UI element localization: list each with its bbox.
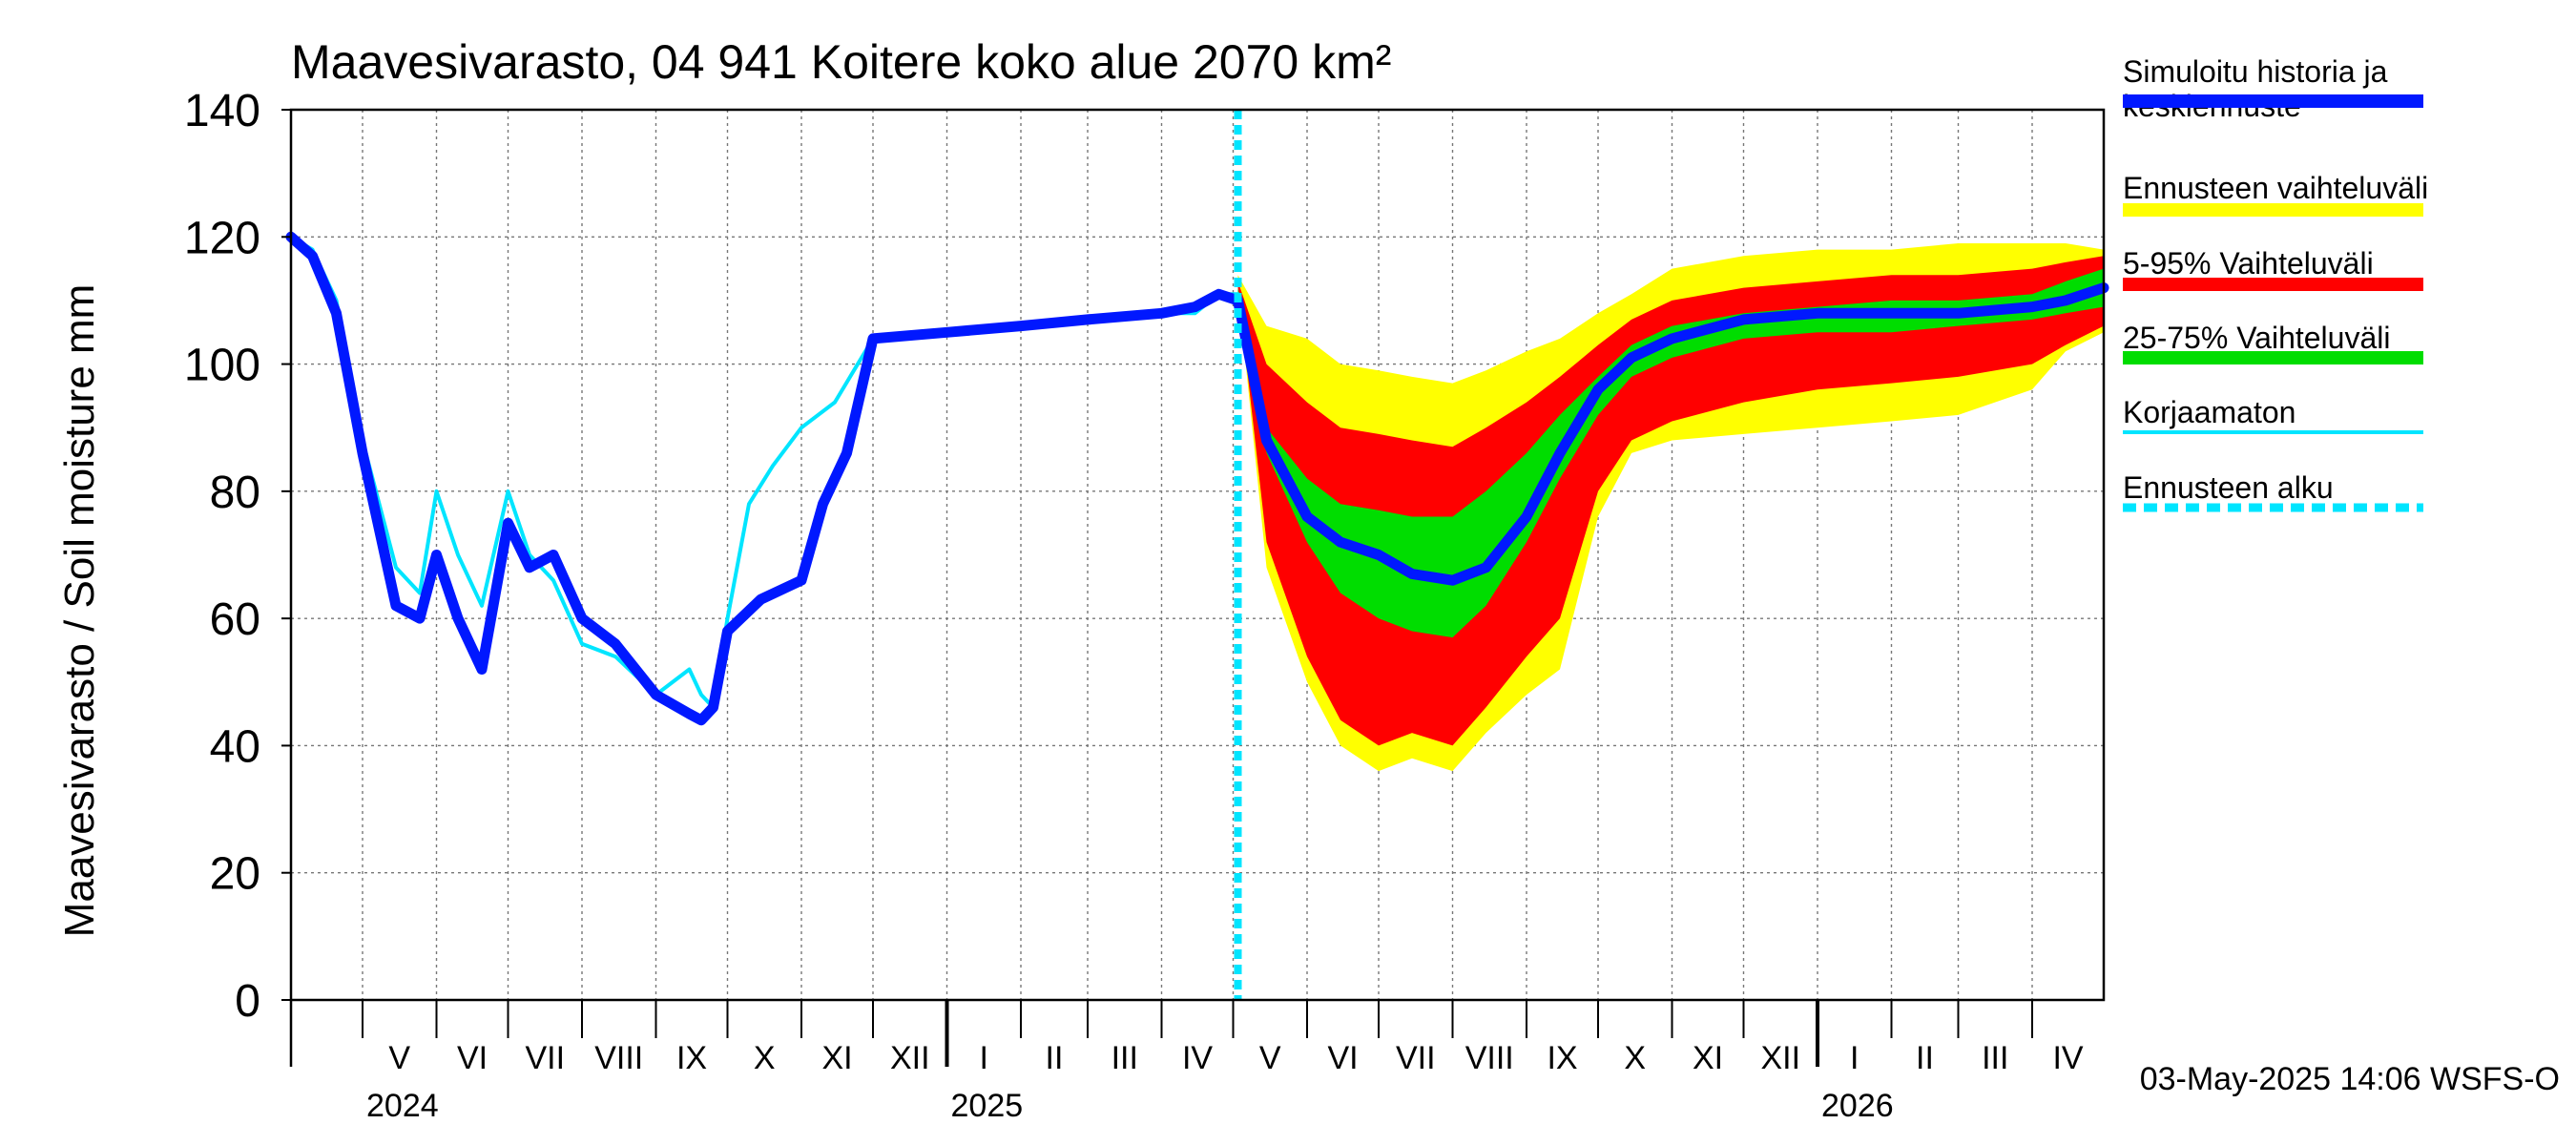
x-tick-label: XII: [890, 1040, 930, 1076]
x-tick-label: IV: [1182, 1040, 1213, 1076]
forecast-bands: [1237, 243, 2104, 772]
timestamp-footer: 03-May-2025 14:06 WSFS-O: [2140, 1061, 2560, 1097]
y-tick-label: 80: [210, 468, 260, 518]
x-tick-label: VIII: [594, 1040, 643, 1076]
x-tick-label: VI: [457, 1040, 488, 1076]
x-tick-label: V: [388, 1040, 410, 1076]
x-tick-label: VII: [1396, 1040, 1436, 1076]
plot-frame: [289, 108, 2106, 1002]
legend-label: Korjaamaton: [2123, 395, 2296, 429]
x-tick-label: II: [1916, 1040, 1934, 1076]
x-tick-label: I: [1850, 1040, 1859, 1076]
legend-label: Ennusteen alku: [2123, 470, 2334, 505]
x-tick-label: IV: [2052, 1040, 2083, 1076]
x-tick-label: III: [1111, 1040, 1138, 1076]
year-label: 2024: [366, 1088, 439, 1124]
y-tick-label: 120: [184, 213, 260, 263]
x-tick-label: IX: [676, 1040, 707, 1076]
year-label: 2025: [951, 1088, 1024, 1124]
x-tick-label: X: [754, 1040, 776, 1076]
x-tick-label: III: [1982, 1040, 2008, 1076]
axes: [281, 108, 2106, 1067]
y-tick-label: 100: [184, 341, 260, 391]
x-tick-label: XI: [1693, 1040, 1723, 1076]
legend-label: 5-95% Vaihteluväli: [2123, 246, 2374, 281]
legend-label: Ennusteen vaihteluväli: [2123, 171, 2428, 205]
line-simuloitu-historia-ja-keskiennuste: [285, 231, 2109, 726]
y-tick-label: 60: [210, 594, 260, 645]
chart-title: Maavesivarasto, 04 941 Koitere koko alue…: [291, 35, 1391, 89]
x-tick-label: VI: [1327, 1040, 1358, 1076]
legend-label: 25-75% Vaihteluväli: [2123, 321, 2390, 355]
x-tick-labels: V VI VII VIII IX X XI XII I II III IV V VI VII VIII IX X X…: [366, 1040, 2084, 1124]
series-lines: [285, 110, 2109, 1000]
y-tick-label: 140: [184, 86, 260, 136]
x-tick-label: XII: [1760, 1040, 1800, 1076]
year-label: 2026: [1821, 1088, 1894, 1124]
x-tick-label: VII: [525, 1040, 565, 1076]
y-tick-label: 20: [210, 849, 260, 900]
x-tick-label: VIII: [1465, 1040, 1514, 1076]
y-tick-label: 0: [235, 976, 260, 1027]
x-tick-label: IX: [1547, 1040, 1577, 1076]
y-axis-label: Maavesivarasto / Soil moisture mm: [56, 284, 103, 938]
x-tick-label: I: [980, 1040, 988, 1076]
legend: Simuloitu historia jakeskiennusteEnnuste…: [2123, 54, 2428, 512]
x-tick-label: II: [1046, 1040, 1064, 1076]
x-tick-label: V: [1259, 1040, 1281, 1076]
band-25-75-vaihteluv-li: [1237, 268, 2104, 638]
x-tick-label: XI: [821, 1040, 852, 1076]
x-tick-label: X: [1624, 1040, 1646, 1076]
legend-label: Simuloitu historia ja: [2123, 54, 2388, 89]
y-tick-label: 40: [210, 721, 260, 772]
y-tick-labels: 0 20 40 60 80 100 120 140: [184, 86, 260, 1027]
